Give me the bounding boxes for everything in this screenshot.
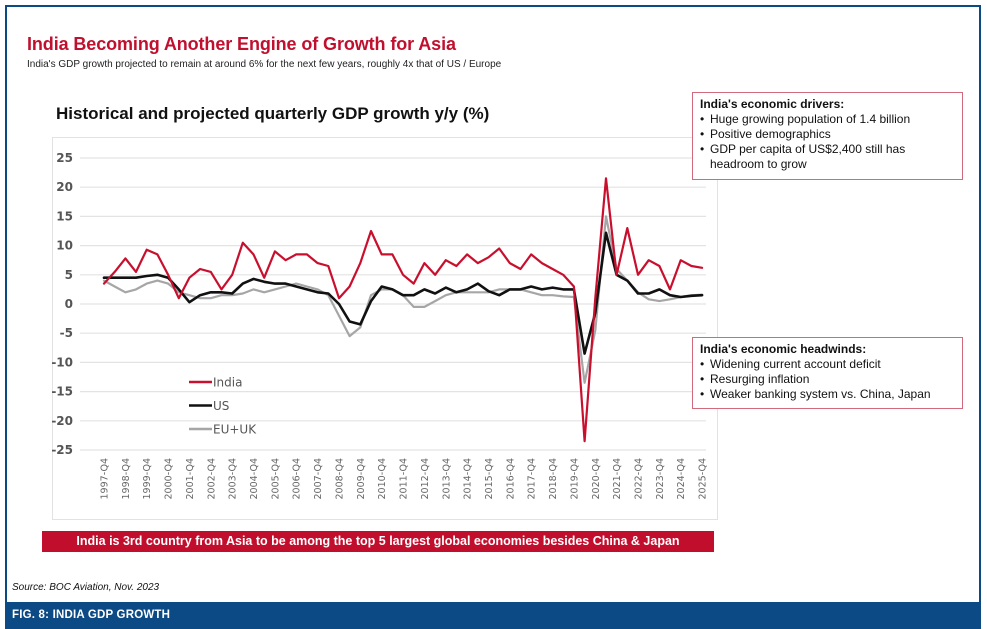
- y-tick-label: 10: [56, 239, 73, 253]
- series-lines: [102, 177, 704, 443]
- x-tick-label: 2024-Q4: [676, 458, 687, 499]
- x-tick-label: 1998-Q4: [121, 458, 132, 499]
- headwinds-callout: India's economic headwinds: Widening cur…: [692, 337, 963, 409]
- drivers-item: Huge growing population of 1.4 billion: [700, 112, 955, 127]
- x-tick-label: 2011-Q4: [399, 458, 410, 499]
- x-tick-label: 2008-Q4: [334, 458, 345, 499]
- y-tick-label: 0: [65, 297, 73, 311]
- x-tick-label: 2025-Q4: [698, 458, 709, 499]
- x-tick-label: 1997-Q4: [100, 458, 111, 499]
- plot-frame: [52, 137, 718, 520]
- y-tick-label: 15: [56, 209, 73, 223]
- legend-label: US: [213, 399, 229, 413]
- gridlines: [80, 157, 706, 451]
- y-tick-label: 5: [65, 268, 73, 282]
- key-fact-banner: India is 3rd country from Asia to be amo…: [42, 531, 714, 552]
- legend: India US EU+UK: [189, 376, 257, 437]
- headwinds-item: Widening current account deficit: [700, 357, 955, 372]
- x-tick-label: 2012-Q4: [420, 458, 431, 499]
- x-tick-label: 2009-Q4: [356, 458, 367, 499]
- x-tick-label: 2007-Q4: [313, 458, 324, 499]
- x-tick-label: 2015-Q4: [484, 458, 495, 499]
- drivers-item: GDP per capita of US$2,400 still has hea…: [700, 142, 955, 172]
- headwinds-item: Weaker banking system vs. China, Japan: [700, 387, 955, 402]
- y-tick-label: -5: [60, 326, 73, 340]
- figure-caption-bar: FIG. 8: INDIA GDP GROWTH: [5, 602, 981, 629]
- drivers-heading: India's economic drivers:: [700, 97, 845, 111]
- x-tick-label: 2019-Q4: [569, 458, 580, 499]
- x-tick-label: 1999-Q4: [142, 458, 153, 499]
- x-tick-label: 2003-Q4: [228, 458, 239, 499]
- source-note: Source: BOC Aviation, Nov. 2023: [12, 582, 160, 593]
- x-tick-label: 2022-Q4: [634, 458, 645, 499]
- chart-title: Historical and projected quarterly GDP g…: [56, 104, 490, 123]
- x-tick-label: 2023-Q4: [655, 458, 666, 499]
- page-title: India Becoming Another Engine of Growth …: [27, 34, 456, 54]
- x-tick-label: 2006-Q4: [292, 458, 303, 499]
- drivers-item: Positive demographics: [700, 127, 955, 142]
- x-axis-ticks: 1997-Q4 1998-Q4 1999-Q4 2000-Q4 2001-Q4 2002-…: [100, 458, 709, 499]
- x-tick-label: 2005-Q4: [270, 458, 281, 499]
- x-tick-label: 2002-Q4: [206, 458, 217, 499]
- x-tick-label: 2000-Q4: [164, 458, 175, 499]
- x-tick-label: 2014-Q4: [463, 458, 474, 499]
- page-subtitle: India's GDP growth projected to remain a…: [27, 59, 502, 70]
- legend-label: India: [213, 376, 242, 390]
- x-tick-label: 2001-Q4: [185, 458, 196, 499]
- y-tick-label: -20: [51, 414, 73, 428]
- x-tick-label: 2004-Q4: [249, 458, 260, 499]
- y-tick-label: -15: [51, 385, 73, 399]
- x-tick-label: 2013-Q4: [441, 458, 452, 499]
- y-tick-label: -10: [51, 355, 73, 369]
- x-tick-label: 2017-Q4: [527, 458, 538, 499]
- y-tick-label: 25: [56, 151, 73, 165]
- y-axis-ticks: 25 20 15 10 5 0 -5 -10 -15 -20 -25: [51, 151, 73, 457]
- x-tick-label: 2010-Q4: [377, 458, 388, 499]
- figure-label: FIG. 8: INDIA GDP GROWTH: [12, 609, 171, 621]
- x-tick-label: 2021-Q4: [612, 458, 623, 499]
- series-line-india: [102, 177, 704, 443]
- x-tick-label: 2016-Q4: [505, 458, 516, 499]
- y-tick-label: 20: [56, 180, 73, 194]
- x-tick-label: 2020-Q4: [591, 458, 602, 499]
- x-tick-label: 2018-Q4: [548, 458, 559, 499]
- headwinds-item: Resurging inflation: [700, 372, 955, 387]
- series-line-us: [102, 231, 704, 355]
- y-tick-label: -25: [51, 443, 73, 457]
- legend-label: EU+UK: [213, 423, 257, 437]
- drivers-callout: India's economic drivers: Huge growing p…: [692, 92, 963, 180]
- headwinds-heading: India's economic headwinds:: [700, 342, 867, 356]
